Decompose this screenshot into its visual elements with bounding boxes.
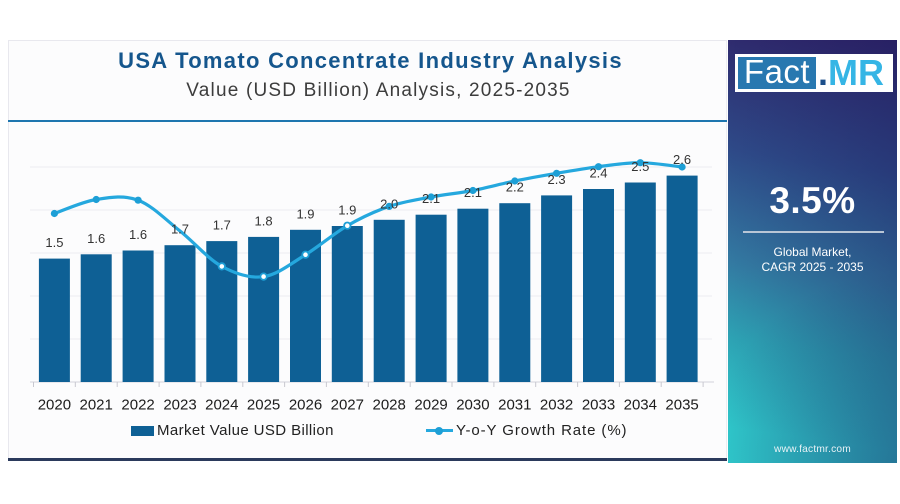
svg-text:2034: 2034 <box>624 397 657 414</box>
svg-text:2028: 2028 <box>373 397 406 414</box>
svg-text:2025: 2025 <box>247 397 280 414</box>
svg-text:2022: 2022 <box>121 397 154 414</box>
svg-text:2.1: 2.1 <box>464 185 482 200</box>
svg-text:2.6: 2.6 <box>673 152 691 167</box>
svg-text:2.2: 2.2 <box>506 180 524 195</box>
svg-text:1.7: 1.7 <box>171 222 189 237</box>
svg-text:1.5: 1.5 <box>45 235 63 250</box>
svg-text:1.9: 1.9 <box>296 206 314 221</box>
svg-text:1.6: 1.6 <box>87 231 105 246</box>
svg-text:2032: 2032 <box>540 397 573 414</box>
svg-text:1.8: 1.8 <box>255 213 273 228</box>
svg-text:2.3: 2.3 <box>548 172 566 187</box>
svg-text:2026: 2026 <box>289 397 322 414</box>
svg-text:2021: 2021 <box>80 397 113 414</box>
svg-text:2033: 2033 <box>582 397 615 414</box>
svg-text:2.5: 2.5 <box>631 159 649 174</box>
svg-text:2031: 2031 <box>498 397 531 414</box>
svg-text:1.6: 1.6 <box>129 227 147 242</box>
svg-text:2.1: 2.1 <box>422 191 440 206</box>
svg-text:2020: 2020 <box>38 397 71 414</box>
svg-text:2024: 2024 <box>205 397 238 414</box>
svg-text:2023: 2023 <box>163 397 196 414</box>
svg-text:2035: 2035 <box>665 397 698 414</box>
svg-text:2030: 2030 <box>456 397 489 414</box>
svg-text:2.4: 2.4 <box>589 166 607 181</box>
svg-text:2027: 2027 <box>331 397 364 414</box>
svg-text:2029: 2029 <box>414 397 447 414</box>
svg-text:2.0: 2.0 <box>380 196 398 211</box>
svg-text:1.7: 1.7 <box>213 218 231 233</box>
svg-text:1.9: 1.9 <box>338 203 356 218</box>
